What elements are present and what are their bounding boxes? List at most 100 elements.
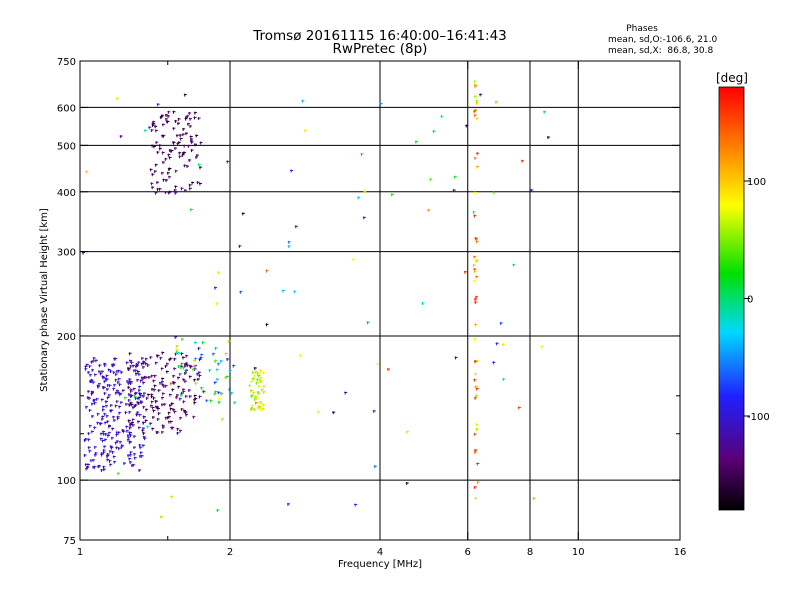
- data-point-stroke: [476, 99, 477, 103]
- y-axis-ticks: 75 100 200 300 400 500 600 750: [57, 57, 680, 547]
- data-point-stroke: [100, 372, 101, 376]
- data-point-stroke: [145, 408, 147, 412]
- data-point-stroke: [172, 374, 174, 378]
- data-point-stroke: [161, 396, 163, 400]
- data-point-stroke: [195, 156, 197, 159]
- data-point-stroke: [133, 387, 135, 391]
- data-point-stroke: [130, 434, 131, 437]
- data-point-stroke: [174, 185, 176, 189]
- data-point-stroke: [422, 302, 423, 305]
- data-point-stroke: [167, 171, 169, 175]
- data-point-stroke: [228, 388, 230, 392]
- data-point-stroke: [168, 358, 170, 362]
- data-point-stroke: [143, 392, 145, 396]
- data-point-stroke: [155, 361, 157, 365]
- data-point-stroke: [190, 139, 192, 143]
- data-point-stroke: [87, 371, 89, 375]
- data-point-stroke: [169, 156, 171, 160]
- data-point-stroke: [89, 424, 91, 428]
- data-point-stroke: [92, 381, 94, 385]
- data-point-stroke: [473, 110, 475, 114]
- data-point-stroke: [216, 509, 218, 512]
- chart-title: Tromsø 20161115 16:40:00–16:41:43: [252, 28, 507, 44]
- data-point-stroke: [89, 373, 91, 377]
- data-point-stroke: [173, 357, 175, 361]
- data-point-stroke: [144, 375, 145, 379]
- data-point-stroke: [391, 193, 393, 197]
- data-point-stroke: [170, 426, 172, 430]
- data-point-stroke: [153, 145, 155, 149]
- data-point-stroke: [176, 134, 178, 138]
- data-point-stroke: [116, 97, 118, 101]
- data-point-stroke: [137, 361, 139, 365]
- data-point-stroke: [225, 352, 227, 356]
- data-point-stroke: [194, 364, 196, 368]
- data-point-stroke: [299, 354, 301, 358]
- data-point-stroke: [106, 420, 108, 424]
- data-point-stroke: [164, 157, 166, 161]
- data-point-stroke: [102, 430, 104, 434]
- data-point-stroke: [181, 338, 183, 341]
- data-point-stroke: [476, 387, 478, 391]
- data-point-stroke: [193, 378, 195, 382]
- data-point-stroke: [479, 93, 481, 97]
- data-point-stroke: [473, 279, 475, 283]
- data-point-stroke: [194, 116, 195, 120]
- data-point-stroke: [176, 351, 177, 355]
- data-point-stroke: [157, 354, 159, 358]
- data-point-stroke: [190, 138, 192, 141]
- data-point-stroke: [100, 422, 102, 426]
- data-point-stroke: [290, 169, 292, 173]
- data-point-stroke: [295, 225, 297, 229]
- data-point-stroke: [105, 432, 107, 436]
- data-point-stroke: [158, 389, 160, 393]
- data-point-stroke: [102, 405, 104, 409]
- data-point: [253, 408, 257, 410]
- data-point-stroke: [127, 436, 129, 440]
- data-point-stroke: [239, 290, 241, 294]
- data-point-stroke: [109, 459, 110, 463]
- data-point-stroke: [200, 353, 202, 357]
- data-point-stroke: [226, 160, 228, 164]
- data-point-stroke: [258, 385, 260, 389]
- data-point-stroke: [93, 357, 95, 360]
- data-point-stroke: [147, 393, 149, 397]
- y-tick-label: 500: [57, 141, 76, 152]
- data-point-stroke: [176, 394, 178, 397]
- data-point-stroke: [128, 410, 130, 414]
- data-point-stroke: [185, 132, 187, 136]
- data-point-stroke: [250, 389, 252, 393]
- x-tick-label: 4: [377, 547, 383, 558]
- data-point-stroke: [115, 373, 117, 377]
- data-point-stroke: [184, 369, 186, 373]
- data-point-stroke: [162, 392, 164, 396]
- data-point-stroke: [197, 181, 198, 185]
- data-point-stroke: [87, 463, 89, 467]
- data-point-stroke: [453, 189, 455, 193]
- data-point-stroke: [106, 414, 108, 418]
- data-point-stroke: [476, 359, 478, 363]
- data-point-stroke: [188, 159, 190, 162]
- data-point-stroke: [257, 374, 259, 378]
- data-point-stroke: [259, 376, 261, 380]
- data-point-stroke: [193, 398, 195, 402]
- data-point-stroke: [374, 465, 376, 469]
- data-point-stroke: [118, 369, 120, 373]
- data-point-stroke: [251, 378, 253, 382]
- data-point-stroke: [155, 191, 157, 195]
- data-point-stroke: [495, 100, 497, 104]
- data-point-stroke: [135, 397, 137, 401]
- data-point-stroke: [92, 399, 94, 403]
- data-point-stroke: [475, 259, 477, 263]
- data-point-stroke: [182, 133, 184, 137]
- data-point-stroke: [158, 412, 160, 416]
- data-point-stroke: [182, 127, 184, 131]
- data-point-stroke: [157, 187, 158, 191]
- data-point-stroke: [128, 378, 130, 382]
- data-point-stroke: [475, 275, 477, 279]
- data-point-stroke: [122, 430, 124, 434]
- data-point-stroke: [132, 418, 134, 422]
- data-point-stroke: [474, 191, 476, 195]
- data-point-stroke: [161, 134, 163, 138]
- data-point-stroke: [107, 453, 108, 457]
